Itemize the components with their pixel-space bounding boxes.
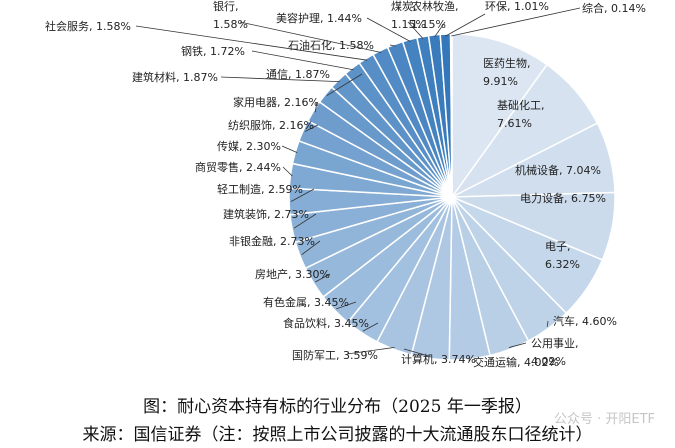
slice-label: 轻工制造, 2.59% — [217, 182, 303, 196]
slice-label: 石油石化, 1.58% — [288, 38, 374, 52]
slice-label: 纺织服饰, 2.16% — [228, 118, 314, 132]
slice-label: 煤炭, 1.15% — [391, 0, 426, 31]
slice-label: 社会服务, 1.58% — [45, 19, 131, 33]
slice-label: 建筑材料, 1.87% — [132, 70, 218, 84]
slice-label: 综合, 0.14% — [582, 1, 646, 15]
slice-labels: 医药生物, 9.91% 基础化工, 7.61% 机械设备, 7.04% 电力设备, 6.7… — [45, 0, 646, 369]
leader-line — [451, 7, 581, 37]
leader-line — [281, 145, 298, 154]
leader-line — [220, 76, 340, 83]
leader-line — [389, 44, 396, 47]
leader-line — [445, 13, 486, 37]
leader-line — [314, 101, 318, 113]
slice-label: 交通运输, 4.02% — [473, 355, 559, 369]
slice-label: 房地产, 3.30% — [255, 267, 330, 281]
leader-line — [366, 17, 411, 42]
leader-line — [403, 348, 431, 357]
leader-line — [304, 124, 319, 132]
slice-label: 食品饮料, 3.45% — [283, 316, 369, 330]
leader-line — [336, 301, 357, 310]
leader-line — [251, 50, 354, 71]
figure-caption: 图：耐心资本持有标的行业分布（2025 年一季报） — [143, 397, 532, 417]
leader-line — [434, 21, 446, 38]
slice-label: 机械设备, 7.04% — [515, 163, 601, 177]
leader-line — [362, 322, 379, 332]
slice-label: 商贸零售, 2.44% — [195, 160, 281, 174]
leader-line — [315, 273, 331, 283]
slice-label: 基础化工, 7.61% — [497, 98, 545, 130]
slice-label: 计算机, 3.74% — [401, 352, 476, 366]
leader-line — [290, 188, 315, 202]
leader-line — [346, 347, 395, 355]
leader-line — [468, 356, 470, 363]
slice-label: 医药生物, 9.91% — [483, 56, 531, 88]
slice-label: 美容护理, 1.44% — [276, 11, 362, 25]
slice-label: 非银金融, 2.73% — [229, 234, 315, 248]
leader-line — [239, 21, 382, 53]
slice-label: 建筑装饰, 2.73% — [223, 207, 309, 221]
slice-label: 公用事业, 4.02% — [531, 337, 579, 368]
pie-slices — [288, 33, 616, 361]
slice-label: 通信, 1.87% — [266, 68, 330, 81]
watermark: 公众号 · 开阳ETF — [553, 412, 655, 427]
pie-chart-svg: 医药生物, 9.91% 基础化工, 7.61% 机械设备, 7.04% 电力设备, 6.7… — [45, 0, 646, 369]
slice-label: 银行, 1.58% — [213, 0, 248, 31]
leader-line — [508, 342, 527, 348]
pie-slice — [449, 33, 453, 198]
leader-lines — [135, 7, 581, 363]
leader-line — [293, 213, 317, 229]
slice-label: 钢铁, 1.72% — [181, 45, 245, 58]
slice-label: 电子, 6.32% — [545, 240, 580, 271]
slice-label: 汽车, 4.60% — [553, 314, 617, 328]
slice-label: 农林牧渔, 1.15% — [411, 0, 459, 31]
leader-line — [301, 240, 321, 256]
slice-label: 有色金属, 3.45% — [263, 295, 349, 309]
slice-label: 环保, 1.01% — [485, 0, 549, 13]
pie-slice — [451, 33, 549, 200]
slice-label: 电力设备, 6.75% — [520, 191, 606, 205]
leader-line — [407, 21, 424, 39]
slice-label: 家用电器, 2.16% — [233, 95, 319, 109]
source-caption: 来源：国信证券（注：按照上市公司披露的十大流通股东口径统计） — [82, 425, 593, 445]
leader-line — [326, 73, 363, 96]
slice-label: 国防军工, 3.59% — [292, 348, 378, 362]
slice-label: 传媒, 2.30% — [217, 140, 281, 153]
leader-line — [546, 320, 549, 327]
leader-line — [282, 166, 293, 177]
pie-chart: 医药生物, 9.91% 基础化工, 7.61% 机械设备, 7.04% 电力设备, 6.7… — [45, 0, 646, 369]
leader-line — [135, 25, 368, 61]
